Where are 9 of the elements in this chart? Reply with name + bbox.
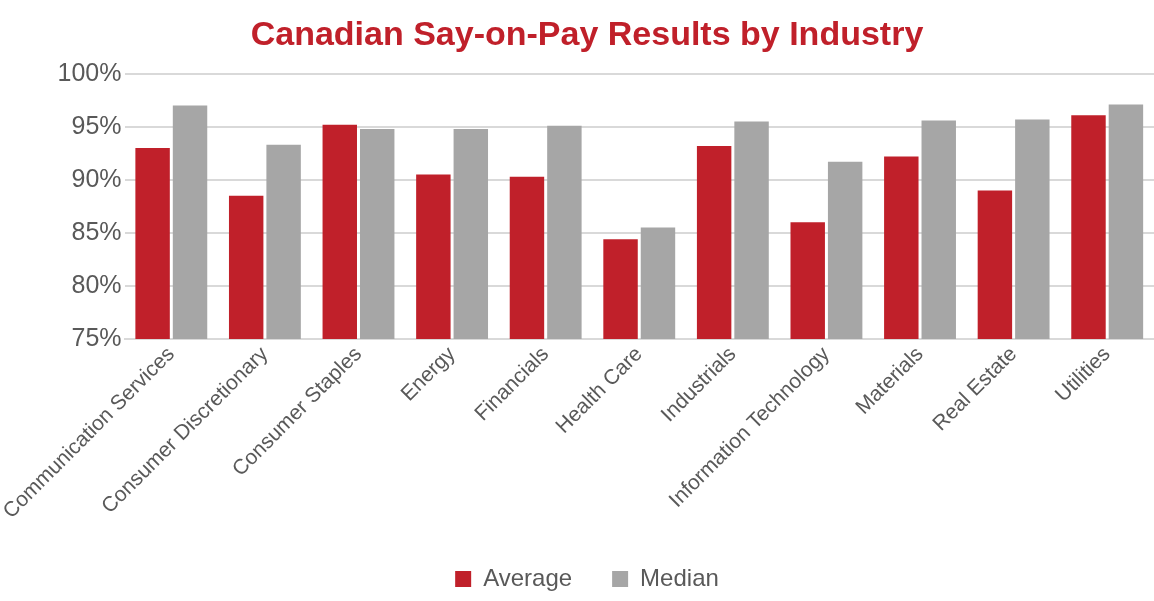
chart-title: Canadian Say-on-Pay Results by Industry (250, 13, 924, 52)
y-tick-label: 95% (71, 110, 122, 139)
y-tick-label: 90% (71, 163, 122, 192)
y-tick-label: 100% (57, 57, 122, 86)
y-tick-label: 85% (71, 216, 122, 245)
y-tick-label: 80% (71, 269, 122, 298)
y-tick-label: 75% (71, 322, 122, 351)
legend-label: Average (483, 563, 573, 591)
legend-label: Median (640, 563, 719, 591)
